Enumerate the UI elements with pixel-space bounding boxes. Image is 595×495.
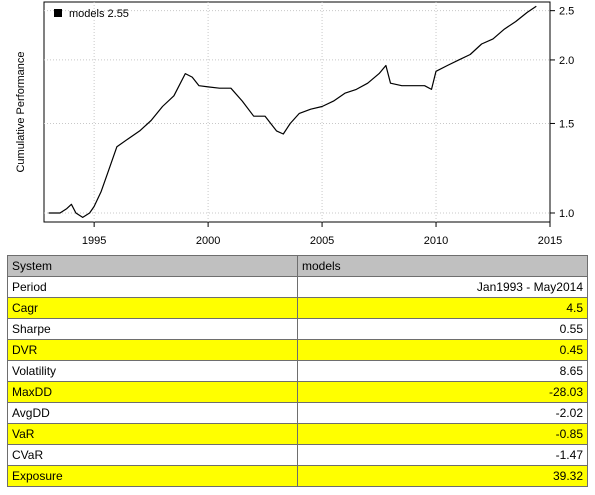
table-row: AvgDD -2.02 [7,402,588,424]
plot-area-frame [43,1,551,223]
row-label: Sharpe [7,318,298,340]
table-row: CVaR -1.47 [7,444,588,466]
row-value: -1.47 [297,444,588,466]
table-header-system: System [7,255,298,277]
row-value: -28.03 [297,381,588,403]
row-value: Jan1993 - May2014 [297,276,588,298]
table-header-row: System models [7,255,588,277]
row-label: VaR [7,423,298,445]
row-value: 4.5 [297,297,588,319]
table-row: MaxDD -28.03 [7,381,588,403]
stats-table: System models Period Jan1993 - May2014 Cag… [7,255,588,487]
series-line-models [48,5,537,218]
x-tick-label: 2010 [424,235,448,247]
series-layer [48,5,537,218]
table-row: Period Jan1993 - May2014 [7,276,588,298]
table-header-models: models [297,255,588,277]
y-axis-label: Cumulative Performance [15,51,27,172]
legend-swatch [54,9,62,17]
row-label: DVR [7,339,298,361]
legend-label: models 2.55 [69,8,129,20]
x-tick-label: 2005 [310,235,334,247]
y-tick-label: 1.5 [559,118,574,130]
row-label: Period [7,276,298,298]
table-row: Cagr 4.5 [7,297,588,319]
table-row: VaR -0.85 [7,423,588,445]
row-value: 39.32 [297,465,588,487]
row-value: 0.55 [297,318,588,340]
table-row: DVR 0.45 [7,339,588,361]
y-tick-label: 2.0 [559,55,574,67]
row-label: MaxDD [7,381,298,403]
grid-lines [44,2,550,222]
row-label: Exposure [7,465,298,487]
row-label: Volatility [7,360,298,382]
x-tick-label: 1995 [82,235,106,247]
row-value: -0.85 [297,423,588,445]
table-row: Exposure 39.32 [7,465,588,487]
row-value: -2.02 [297,402,588,424]
row-label: Cagr [7,297,298,319]
table-row: Volatility 8.65 [7,360,588,382]
table-row: Sharpe 0.55 [7,318,588,340]
performance-chart: 1995 2000 2005 2010 2015 1.0 1.5 2.0 2.5 Cumula… [15,1,574,247]
y-tick-label: 1.0 [559,208,574,220]
y-axis: 1.0 1.5 2.0 2.5 [550,6,574,220]
x-axis: 1995 2000 2005 2010 2015 [82,222,562,247]
x-tick-label: 2015 [538,235,562,247]
row-value: 8.65 [297,360,588,382]
row-label: CVaR [7,444,298,466]
row-label: AvgDD [7,402,298,424]
row-value: 0.45 [297,339,588,361]
y-tick-label: 2.5 [559,6,574,18]
legend: models 2.55 [54,8,129,20]
x-tick-label: 2000 [196,235,220,247]
